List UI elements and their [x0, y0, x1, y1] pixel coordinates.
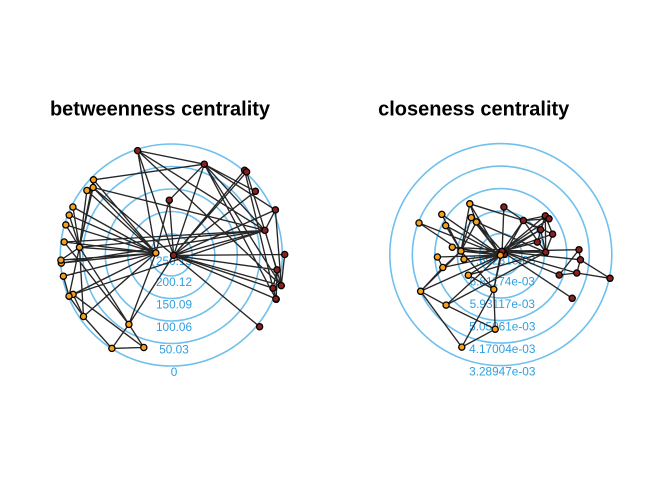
svg-text:0: 0: [171, 365, 178, 379]
svg-text:3.28947e-03: 3.28947e-03: [469, 364, 536, 378]
svg-text:150.09: 150.09: [156, 297, 192, 311]
svg-text:betweenness centrality: betweenness centrality: [50, 98, 271, 120]
svg-text:50.03: 50.03: [159, 342, 189, 356]
svg-text:5.05061e-03: 5.05061e-03: [469, 319, 536, 333]
svg-text:4.17004e-03: 4.17004e-03: [469, 342, 536, 356]
svg-text:100.06: 100.06: [156, 320, 193, 334]
svg-text:5.93117e-03: 5.93117e-03: [470, 297, 536, 311]
svg-text:200.12: 200.12: [156, 275, 192, 289]
svg-text:closeness centrality: closeness centrality: [378, 98, 570, 120]
